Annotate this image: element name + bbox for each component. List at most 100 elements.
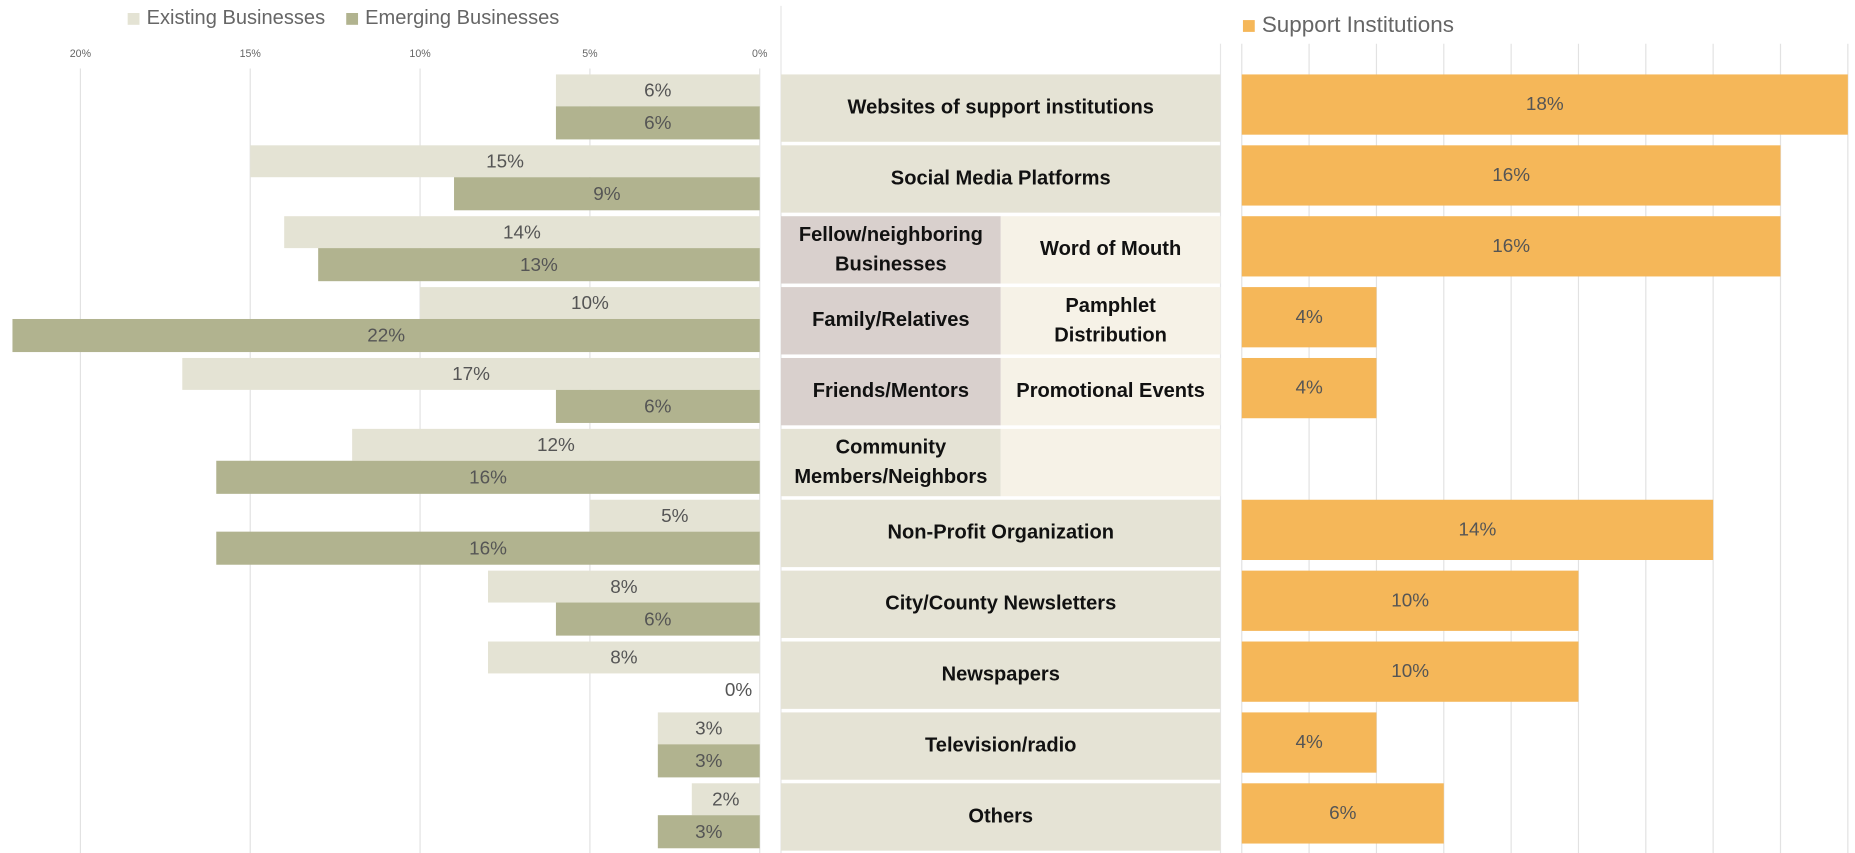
data-label: 3%	[695, 719, 723, 740]
data-label: 6%	[644, 81, 672, 102]
data-label: 3%	[695, 751, 723, 772]
right-category-cell	[1001, 429, 1221, 496]
bar	[657, 815, 760, 849]
data-label: 16%	[469, 467, 507, 488]
legend-label: Existing Businesses	[147, 7, 326, 29]
x-tick-label: 10%	[409, 48, 431, 60]
category-cell-label: City/County Newsletters	[885, 592, 1117, 615]
category-cell: Television/radio	[925, 734, 1076, 756]
bar	[182, 357, 760, 390]
right-category-cell-bg	[1000, 428, 1221, 497]
category-cell: Friends/Mentors	[813, 379, 969, 401]
category-cell: Newspapers	[941, 662, 1060, 686]
data-label: 12%	[537, 435, 575, 456]
bar	[1241, 216, 1781, 277]
bar	[1241, 641, 1579, 702]
bar	[1241, 499, 1714, 561]
x-tick-label: 20%	[70, 48, 92, 60]
bar	[555, 389, 760, 423]
category-cell-bg	[781, 287, 1001, 355]
category-cell-bg	[781, 216, 1001, 284]
data-label: 8%	[610, 577, 638, 598]
category-cell-bg	[781, 570, 1221, 638]
category-cell-label: Websites of support institutions	[847, 95, 1154, 119]
data-label: 10%	[571, 293, 609, 314]
right-category-cell-bg	[1000, 287, 1221, 355]
category-cell: Non-Profit Organization	[887, 521, 1115, 544]
data-label: 17%	[452, 364, 490, 385]
category-cell: Family/Relatives	[812, 308, 970, 332]
bar	[352, 428, 760, 461]
category-cell-bg	[781, 428, 1001, 497]
data-label: 6%	[644, 397, 672, 418]
category-cell-label: Newspapers	[941, 662, 1060, 686]
category-cell: Social Media Platforms	[891, 167, 1111, 189]
right-category-cell-label: Word of Mouth	[1039, 237, 1182, 261]
category-cell-bg	[781, 357, 1001, 426]
data-label: 6%	[1329, 803, 1357, 824]
data-label: 22%	[367, 326, 405, 347]
bar	[1241, 74, 1848, 135]
category-cell: City/County Newsletters	[885, 592, 1117, 615]
category-cell-label: Others	[968, 804, 1034, 828]
right-category-cell-label: Pamphlet Distribution	[1054, 294, 1167, 346]
right-category-cell-label	[1001, 429, 1221, 496]
data-label: 8%	[610, 648, 638, 669]
category-cell-bg	[781, 74, 1221, 142]
bar	[657, 712, 760, 745]
bar	[555, 74, 760, 107]
data-label: 14%	[503, 222, 541, 243]
category-cell-bg	[781, 641, 1221, 709]
bar	[318, 248, 760, 282]
bar	[487, 641, 760, 674]
data-label: 15%	[486, 151, 524, 172]
bar	[216, 531, 760, 565]
category-cell: Others	[968, 804, 1034, 828]
x-tick-label: 5%	[582, 48, 598, 60]
data-label: 2%	[712, 789, 740, 810]
category-cell: Community Members/Neighbors	[794, 436, 987, 488]
bar	[589, 499, 760, 532]
data-label: 5%	[661, 506, 689, 527]
bar	[487, 570, 760, 603]
bar	[216, 460, 760, 494]
bar	[1241, 783, 1444, 844]
right-category-cell-label: Promotional Events	[1016, 379, 1205, 402]
data-label: 4%	[1295, 732, 1323, 753]
data-label: 4%	[1295, 307, 1323, 328]
bar	[284, 216, 760, 249]
data-label: 6%	[644, 113, 672, 134]
bar	[454, 177, 760, 211]
right-category-cell: Word of Mouth	[1039, 237, 1182, 261]
data-label: 13%	[520, 255, 558, 276]
data-label: 10%	[1391, 590, 1429, 611]
category-cell: Websites of support institutions	[847, 95, 1154, 119]
category-cell-label: Fellow/neighboring Businesses	[798, 223, 983, 275]
category-cell-label: Non-Profit Organization	[887, 521, 1115, 544]
bar	[1241, 357, 1377, 419]
bar	[12, 318, 760, 353]
legend-swatch	[346, 12, 359, 25]
data-label: 6%	[644, 609, 672, 630]
bar	[1241, 570, 1579, 631]
bar	[1241, 145, 1781, 206]
data-label: 9%	[593, 184, 621, 205]
x-tick-label: 0%	[752, 48, 768, 60]
legend-swatch	[127, 12, 140, 25]
bar	[555, 602, 760, 636]
data-label: 4%	[1295, 378, 1323, 399]
bar	[1241, 287, 1377, 348]
data-label: 10%	[1391, 661, 1429, 682]
right-category-cell: Promotional Events	[1016, 379, 1205, 402]
category-cell-bg	[781, 783, 1221, 851]
right-category-cell-bg	[1000, 357, 1221, 426]
data-label: 16%	[1492, 236, 1530, 257]
data-label: 14%	[1459, 519, 1497, 540]
legend-label: Emerging Businesses	[365, 7, 559, 29]
category-cell-label: Family/Relatives	[812, 308, 970, 332]
category-cell-bg	[781, 712, 1221, 780]
data-label: 16%	[1492, 165, 1530, 186]
x-tick-label: 15%	[240, 48, 262, 60]
right-category-cell: Pamphlet Distribution	[1054, 294, 1167, 346]
